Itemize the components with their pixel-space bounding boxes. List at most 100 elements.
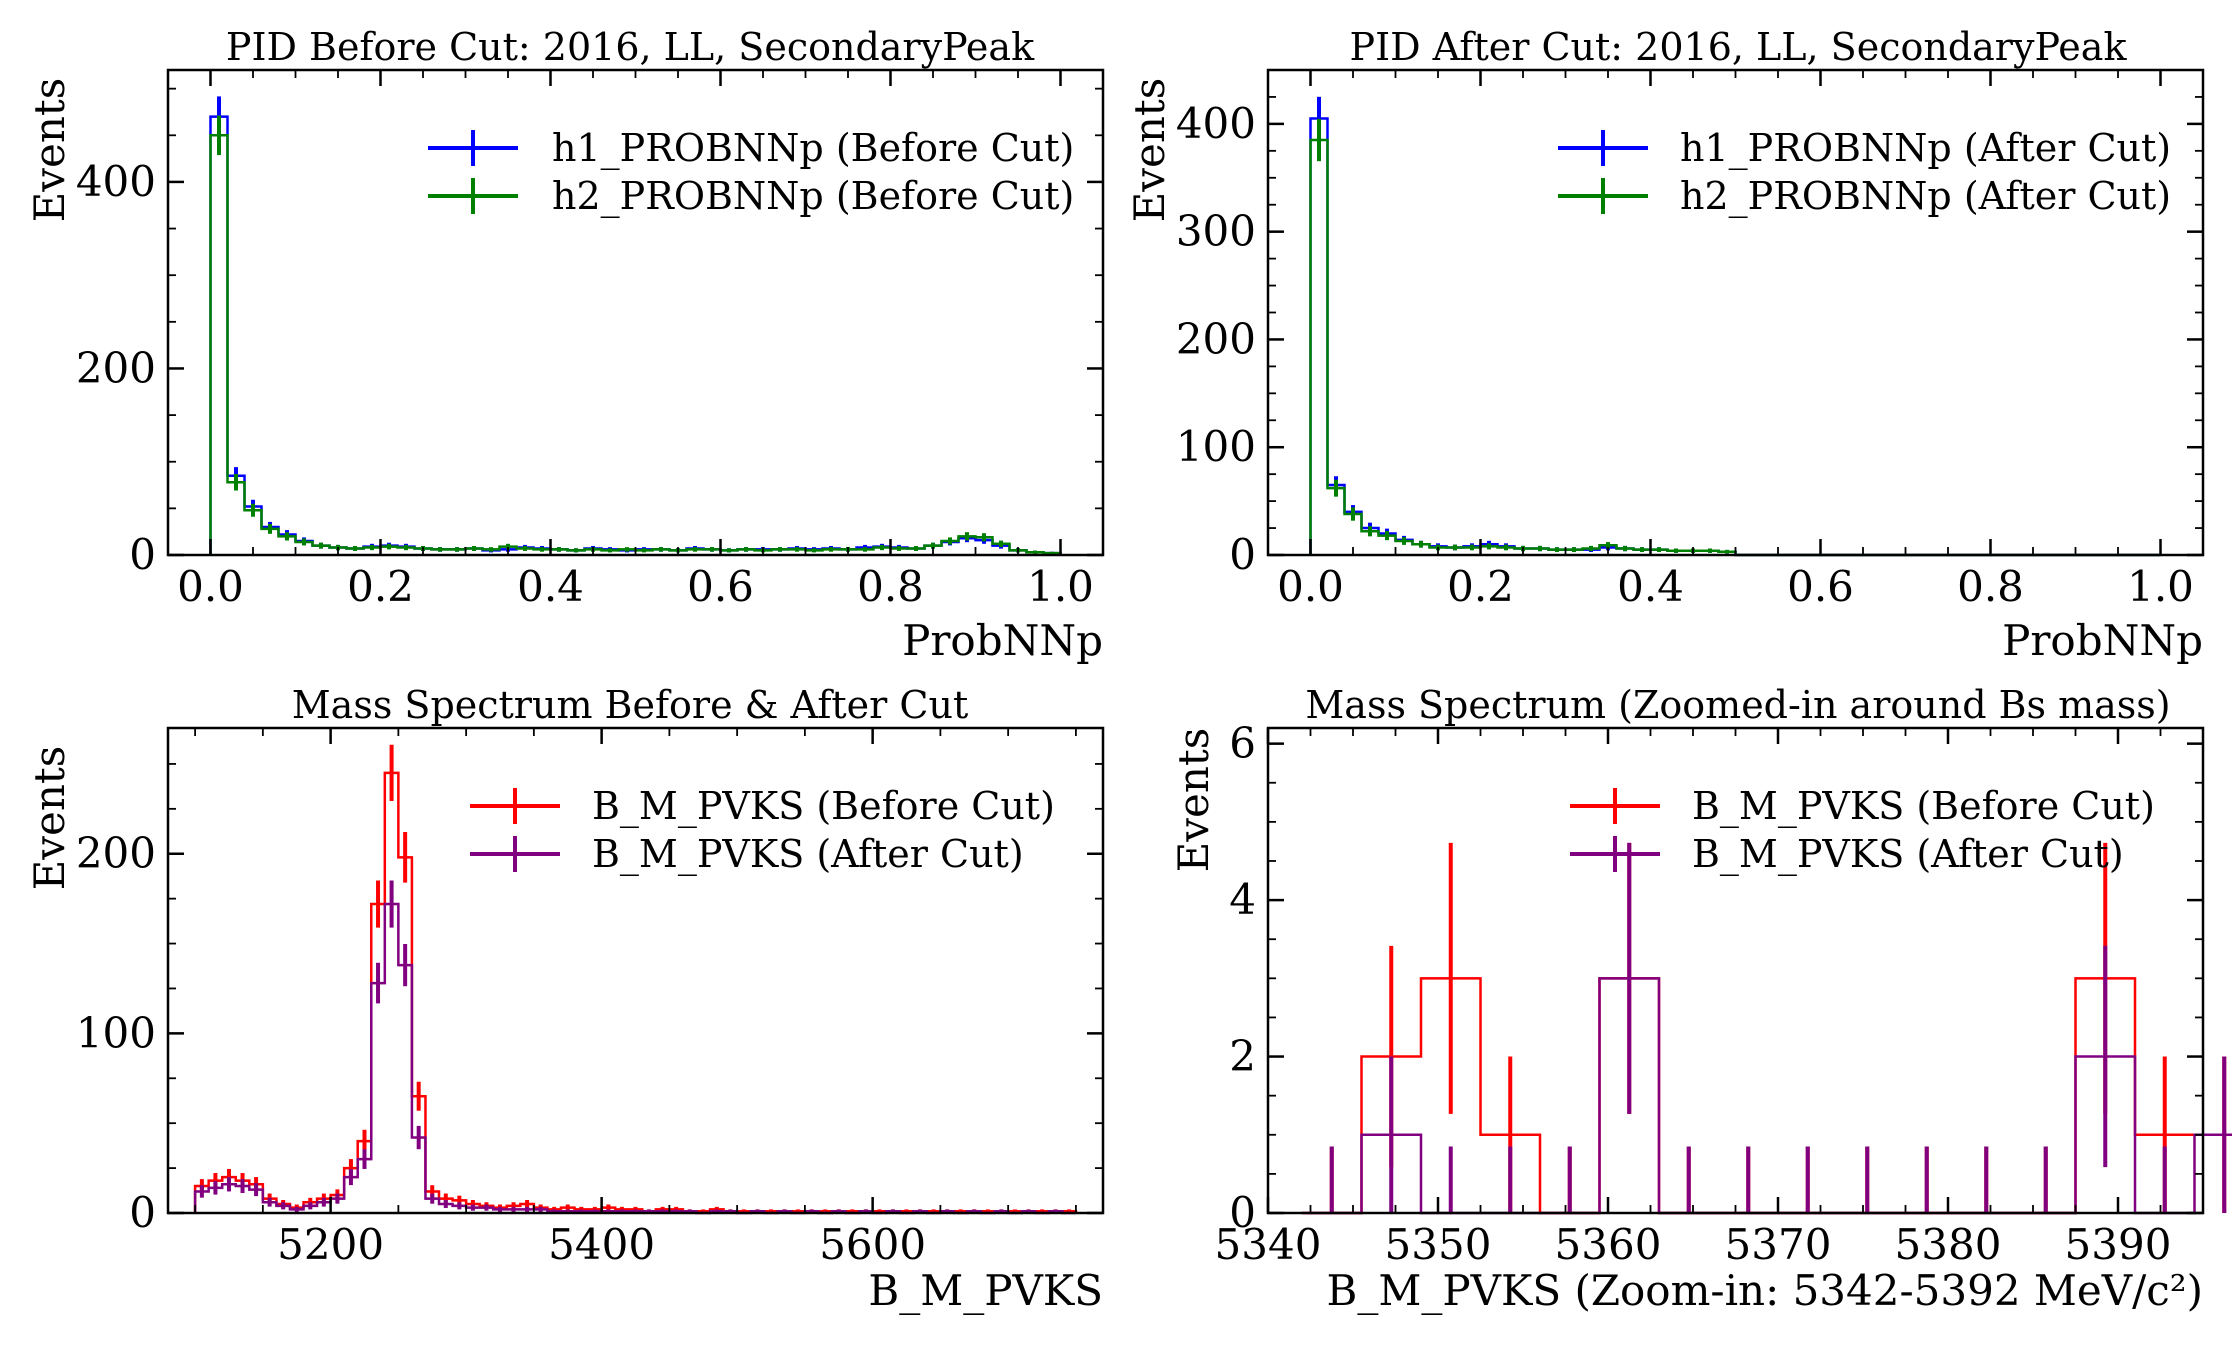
y-tick-label: 2 <box>1229 1032 1256 1081</box>
error-bar <box>1480 1146 1540 1214</box>
plot-area <box>1302 842 2232 1215</box>
error-bar <box>384 880 399 928</box>
panel-title: Mass Spectrum Before & After Cut <box>292 683 968 727</box>
error-bar <box>482 547 500 552</box>
legend: h1_PROBNNp (Before Cut) h2_PROBNNp (Befo… <box>428 126 1074 219</box>
panel-pid-after: PID After Cut: 2016, LL, SecondaryPeak E… <box>1125 25 2205 665</box>
error-bar <box>261 523 279 534</box>
legend-label-h1: h1_PROBNNp (Before Cut) <box>552 126 1074 171</box>
error-bar <box>371 962 385 1004</box>
error-bar <box>1497 544 1515 551</box>
error-bar <box>805 548 823 553</box>
legend-label-h2: h2_PROBNNp (Before Cut) <box>552 174 1074 219</box>
error-bar <box>317 1197 331 1207</box>
x-tick-label: 5360 <box>1555 1220 1662 1269</box>
error-bar <box>222 1177 236 1192</box>
error-bar <box>516 546 534 551</box>
x-tick-label: 0.0 <box>177 562 244 611</box>
error-bar <box>1633 547 1651 553</box>
error-bar <box>448 547 466 552</box>
error-bar <box>227 474 245 491</box>
histogram-outline-series-1 <box>1302 977 2232 1215</box>
panel-mass-zoom: Mass Spectrum (Zoomed-in around Bs mass)… <box>1169 683 2232 1315</box>
error-bar <box>907 546 925 551</box>
histogram-outline-series-0 <box>1302 977 2232 1215</box>
error-bar <box>601 548 619 553</box>
y-tick-label: 100 <box>1176 422 1256 471</box>
y-tick-label: 6 <box>1229 719 1256 768</box>
error-bar <box>618 547 636 552</box>
legend-label-h1: h1_PROBNNp (After Cut) <box>1680 126 2171 171</box>
x-tick-label: 5400 <box>548 1220 655 1269</box>
x-tick-label: 0.4 <box>1617 562 1684 611</box>
error-bar <box>208 1181 223 1195</box>
legend: B_M_PVKS (Before Cut) B_M_PVKS (After Cu… <box>1570 784 2155 877</box>
axis-ticks: 5200 5400 5600 0 100 200 <box>76 728 1103 1269</box>
error-bar <box>533 1206 548 1212</box>
error-bar <box>398 944 412 987</box>
y-tick-label: 4 <box>1229 875 1256 924</box>
error-bar <box>1302 1146 1362 1214</box>
error-bar <box>1650 547 1668 553</box>
y-axis-label: Events <box>25 78 74 223</box>
error-bar <box>344 1169 358 1186</box>
error-bar <box>652 547 670 552</box>
x-tick-label: 5600 <box>819 1220 926 1269</box>
error-bar <box>703 547 721 552</box>
error-bar <box>357 1149 372 1169</box>
error-bar <box>295 538 313 546</box>
error-bar <box>1361 1056 1421 1213</box>
error-bar <box>550 547 568 552</box>
error-bar <box>357 1129 372 1153</box>
y-tick-label: 100 <box>76 1008 156 1057</box>
error-bar <box>2075 945 2135 1168</box>
x-axis-label: ProbNNp <box>2002 616 2203 665</box>
error-bar <box>425 1193 440 1204</box>
legend-label-after: B_M_PVKS (After Cut) <box>1692 832 2124 877</box>
x-tick-label: 5350 <box>1385 1220 1492 1269</box>
histogram-outline-series-1 <box>193 902 1076 1215</box>
axis-ticks: 0.0 0.2 0.4 0.6 0.8 1.0 0 200 400 <box>76 70 1103 611</box>
error-bar <box>289 1206 304 1212</box>
error-bar <box>1837 1146 1897 1214</box>
y-tick-label: 400 <box>76 157 156 206</box>
error-bar <box>1421 1146 1481 1214</box>
error-bar <box>873 544 891 551</box>
error-bar <box>303 1202 318 1210</box>
error-bar <box>2194 1056 2232 1213</box>
axis-ticks: 5340 5350 5360 5370 5380 5390 0 2 4 6 <box>1215 719 2204 1269</box>
error-bar <box>330 1193 345 1204</box>
error-bar <box>1548 547 1566 553</box>
error-bar <box>1599 842 1659 1114</box>
error-bar <box>771 547 789 552</box>
legend: B_M_PVKS (Before Cut) B_M_PVKS (After Cu… <box>470 784 1055 877</box>
error-bar <box>397 544 415 551</box>
error-bar <box>380 543 398 550</box>
error-bar <box>567 548 585 553</box>
error-bar <box>1531 545 1549 552</box>
error-bar <box>1378 531 1396 541</box>
error-bar <box>1026 550 1044 554</box>
y-axis-label: Events <box>1125 78 1174 223</box>
panel-pid-before: PID Before Cut: 2016, LL, SecondaryPeak … <box>25 25 1105 665</box>
y-tick-label: 300 <box>1176 207 1256 256</box>
error-bar <box>1667 548 1685 553</box>
error-bar <box>822 547 840 552</box>
error-bar <box>493 1206 507 1212</box>
error-bar <box>276 1202 290 1210</box>
panel-title: PID After Cut: 2016, LL, SecondaryPeak <box>1350 25 2128 69</box>
error-bar <box>1446 544 1464 551</box>
error-bar <box>635 548 653 553</box>
error-bar <box>1701 548 1719 553</box>
x-tick-label: 5370 <box>1725 1220 1832 1269</box>
error-bar <box>195 1185 209 1198</box>
error-bar <box>1310 118 1328 162</box>
error-bar <box>312 542 330 549</box>
error-bar <box>465 546 483 551</box>
panel-mass-full: Mass Spectrum Before & After Cut Events … <box>25 683 1105 1315</box>
legend-label-before: B_M_PVKS (Before Cut) <box>592 784 1055 829</box>
x-tick-label: 5340 <box>1215 1220 1322 1269</box>
error-bar <box>1395 537 1413 545</box>
legend-label-h2: h2_PROBNNp (After Cut) <box>1680 174 2171 219</box>
